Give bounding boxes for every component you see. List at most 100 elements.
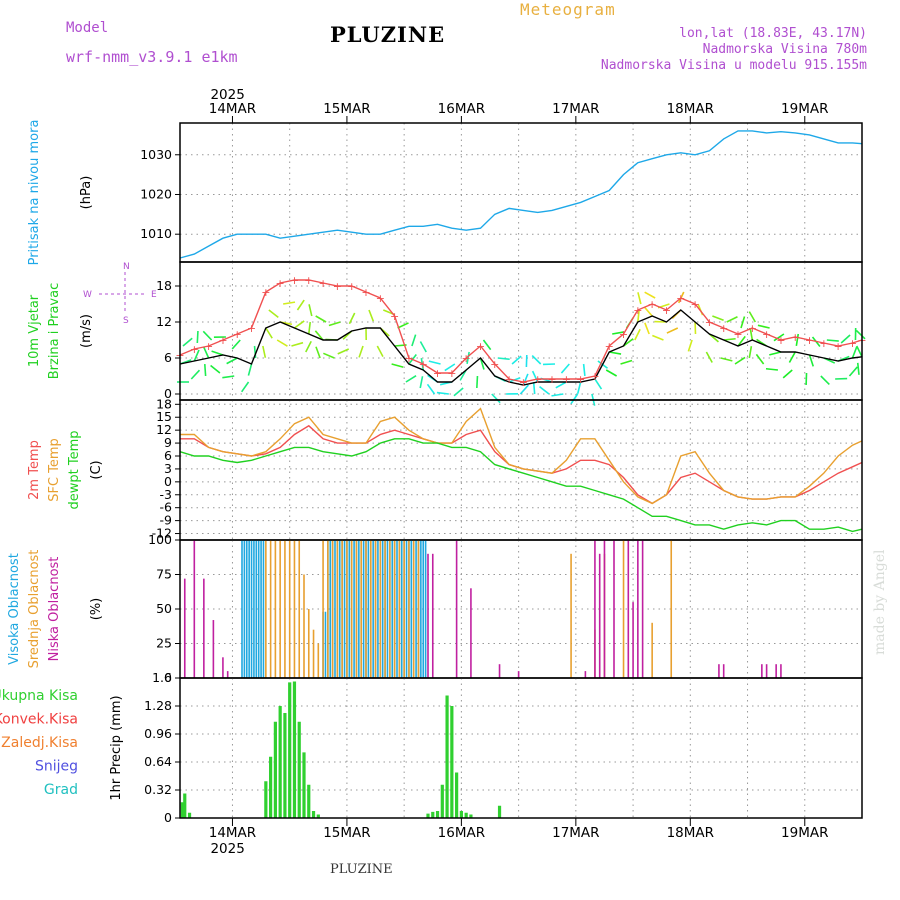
wind-barb — [348, 312, 356, 325]
wind-barb — [570, 393, 579, 405]
cloud-low-bar — [517, 671, 520, 678]
wind-barb — [749, 328, 754, 341]
wind-barb — [605, 369, 618, 377]
wind-mean_wind-line — [179, 309, 863, 386]
cloud-mid-bar — [355, 540, 358, 678]
wind-barb — [757, 324, 770, 329]
cloud-mid-bar — [269, 540, 272, 678]
wind-barb — [634, 328, 641, 341]
gust-marker: + — [819, 337, 828, 350]
cloud-panel-ytick-label: 0 — [164, 670, 172, 685]
wind-barb — [551, 393, 564, 397]
gust-marker: + — [347, 280, 356, 293]
precip-legend-item: Konvek.Kisa — [0, 712, 78, 728]
wind-barb — [623, 338, 634, 347]
wind-panel-ytick-label: 0 — [164, 386, 172, 401]
precip-panel-ytick-label: 0.64 — [144, 754, 172, 769]
precip-total-bar — [183, 793, 187, 818]
temperature-panel-ytick-label: 15 — [156, 409, 172, 424]
wind-barb — [196, 330, 199, 344]
wind-barb — [453, 387, 464, 397]
precip-total-bar — [180, 802, 184, 818]
precip-total-bar — [273, 721, 277, 818]
model-elevation: Nadmorska Visina u modelu 915.155m — [600, 58, 867, 73]
wind-barb — [723, 337, 736, 341]
wind-barb — [444, 363, 456, 372]
wind-barb — [368, 309, 375, 322]
cloud-high-bar — [338, 540, 341, 678]
cloud-low-bar — [761, 664, 763, 678]
cloud-high-bar — [334, 540, 336, 678]
cloud-mid-bar — [408, 540, 410, 678]
temperature-panel-ytick-label: 6 — [164, 448, 172, 463]
wind-barb — [296, 299, 305, 311]
wind-barb — [397, 322, 409, 329]
cloud-high-bar — [396, 540, 398, 678]
gust-marker: + — [590, 370, 599, 383]
cloud-high-bar — [420, 540, 422, 678]
cloud-low-bar — [598, 553, 601, 678]
cloud-mid-bar — [374, 540, 377, 678]
gust-marker: + — [748, 322, 757, 335]
wind-barb — [202, 330, 213, 341]
cloud-high-bar — [377, 540, 379, 678]
pressure-panel-ylabel: Pritisak na nivou mora — [27, 120, 42, 266]
gust-marker: + — [519, 376, 528, 389]
gust-marker: + — [333, 280, 342, 293]
gust-marker: + — [276, 277, 285, 290]
cloud-mid-bar — [279, 540, 281, 678]
wind-barb — [323, 352, 335, 359]
bottom-day-label: 16MAR — [438, 825, 485, 841]
bottom-year-label: 2025 — [210, 841, 244, 857]
top-day-label: 15MAR — [323, 101, 370, 117]
cloud-panel-ylabel: Srednja Oblacnost — [27, 550, 42, 669]
wind-barb — [293, 320, 305, 329]
compass-north: N — [123, 262, 130, 272]
gust-marker: + — [490, 358, 499, 371]
gust-marker: + — [247, 322, 256, 335]
wind-barb — [405, 374, 417, 383]
precip-total-bar — [450, 706, 454, 818]
wind-barb — [305, 340, 312, 353]
gust-marker: + — [290, 274, 299, 287]
wind-barb — [705, 351, 713, 363]
cloud-low-bar — [455, 540, 458, 678]
precip-total-bar — [440, 784, 444, 818]
gust-marker: + — [733, 328, 742, 341]
gust-marker: + — [204, 340, 213, 353]
wind-barb — [795, 333, 800, 346]
wind-barb — [337, 348, 350, 355]
wind-barb — [211, 350, 224, 356]
gust-marker: + — [462, 352, 471, 365]
wind-barb — [734, 356, 746, 365]
wind-barb — [476, 375, 479, 389]
gust-marker: + — [848, 337, 857, 350]
precip-panel-frame — [179, 677, 863, 819]
wind-barb — [522, 373, 529, 386]
bottom-day-label: 14MAR — [209, 825, 256, 841]
wind-barb — [765, 367, 779, 371]
cloud-panel-ylabel: Visoka Oblacnost — [7, 553, 22, 665]
precip-total-bar — [435, 811, 440, 818]
cloud-high-bar — [415, 540, 417, 678]
wind-barb — [643, 306, 653, 317]
wind-barb — [314, 330, 324, 341]
bottom-day-label: 18MAR — [667, 825, 714, 841]
model-label: Model — [66, 20, 109, 36]
station-elevation: Nadmorska Visina 780m — [702, 42, 867, 57]
cloud-mid-bar — [284, 540, 286, 678]
wind-barb — [712, 315, 724, 322]
gust-marker: + — [533, 373, 542, 386]
precip-total-bar — [445, 695, 449, 818]
precip-total-bar — [278, 706, 282, 818]
gust-marker: + — [547, 373, 556, 386]
cloud-high-bar — [343, 540, 346, 678]
gust-marker: + — [562, 373, 571, 386]
wind-barb — [231, 339, 241, 350]
wind-barb — [637, 292, 642, 305]
wind-barb — [190, 369, 201, 380]
wind-barb — [856, 345, 863, 358]
cloud-high-bar — [410, 540, 413, 678]
pressure-mslp-line — [179, 130, 863, 259]
wind-barb — [855, 329, 866, 340]
